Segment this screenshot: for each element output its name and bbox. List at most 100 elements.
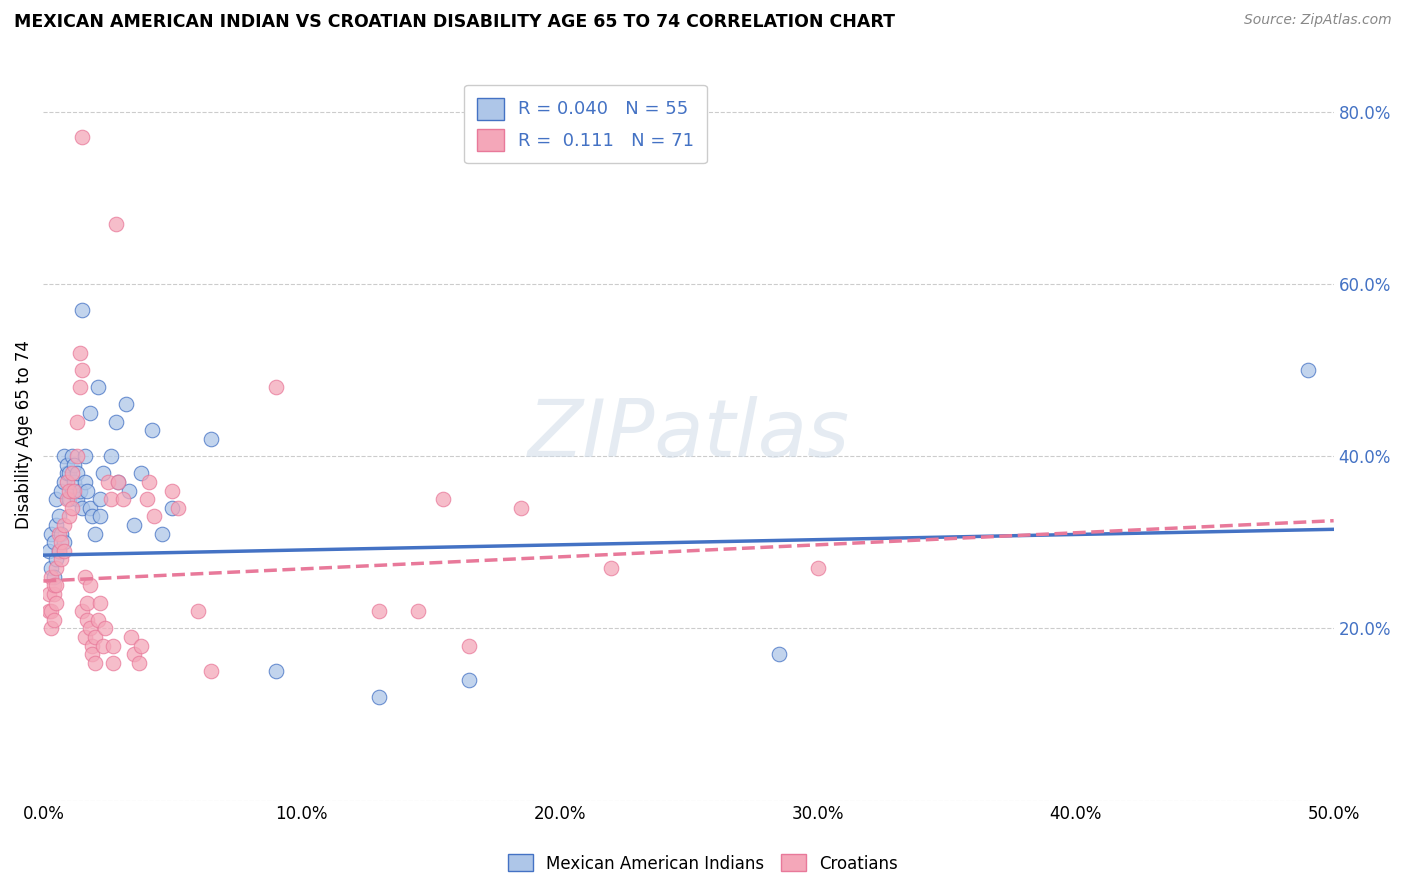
Point <box>458 639 481 653</box>
Point <box>63 458 86 472</box>
Point <box>120 630 142 644</box>
Point <box>138 475 160 489</box>
Point <box>55 475 77 489</box>
Point <box>48 509 70 524</box>
Point <box>112 492 135 507</box>
Point <box>39 570 62 584</box>
Point <box>166 500 188 515</box>
Point <box>131 639 153 653</box>
Point <box>45 518 67 533</box>
Point <box>200 432 222 446</box>
Point <box>48 544 70 558</box>
Point <box>51 483 73 498</box>
Point <box>115 397 138 411</box>
Point <box>73 449 96 463</box>
Point <box>66 492 89 507</box>
Point <box>79 406 101 420</box>
Legend: Mexican American Indians, Croatians: Mexican American Indians, Croatians <box>501 847 905 880</box>
Point <box>58 509 80 524</box>
Point <box>55 492 77 507</box>
Text: MEXICAN AMERICAN INDIAN VS CROATIAN DISABILITY AGE 65 TO 74 CORRELATION CHART: MEXICAN AMERICAN INDIAN VS CROATIAN DISA… <box>14 13 896 31</box>
Point <box>45 552 67 566</box>
Point <box>45 492 67 507</box>
Point <box>66 415 89 429</box>
Point <box>51 526 73 541</box>
Point <box>89 509 111 524</box>
Point <box>82 639 104 653</box>
Point <box>53 535 76 549</box>
Point <box>51 535 73 549</box>
Point <box>84 656 107 670</box>
Point <box>76 483 98 498</box>
Point <box>86 613 108 627</box>
Point <box>60 483 83 498</box>
Point <box>73 630 96 644</box>
Point <box>264 380 287 394</box>
Point <box>70 363 93 377</box>
Point <box>76 595 98 609</box>
Point <box>39 621 62 635</box>
Point <box>42 570 65 584</box>
Point <box>89 492 111 507</box>
Point <box>42 535 65 549</box>
Point <box>66 467 89 481</box>
Point <box>70 500 93 515</box>
Point <box>150 526 173 541</box>
Point <box>128 656 150 670</box>
Point <box>53 449 76 463</box>
Point <box>39 604 62 618</box>
Point <box>264 665 287 679</box>
Point <box>69 380 91 394</box>
Point <box>58 483 80 498</box>
Point <box>509 500 531 515</box>
Point <box>70 130 93 145</box>
Point <box>53 475 76 489</box>
Point <box>70 604 93 618</box>
Y-axis label: Disability Age 65 to 74: Disability Age 65 to 74 <box>15 340 32 529</box>
Point <box>104 217 127 231</box>
Point <box>200 665 222 679</box>
Point <box>135 492 157 507</box>
Point <box>73 570 96 584</box>
Point <box>91 639 114 653</box>
Point <box>76 613 98 627</box>
Point <box>63 483 86 498</box>
Point <box>1296 363 1319 377</box>
Point <box>768 647 790 661</box>
Point <box>73 475 96 489</box>
Point <box>53 518 76 533</box>
Point <box>42 578 65 592</box>
Legend: R = 0.040   N = 55, R =  0.111   N = 71: R = 0.040 N = 55, R = 0.111 N = 71 <box>464 85 707 163</box>
Point <box>79 500 101 515</box>
Point <box>60 449 83 463</box>
Point <box>66 449 89 463</box>
Point <box>39 561 62 575</box>
Point <box>162 483 184 498</box>
Point <box>84 526 107 541</box>
Point <box>367 604 389 618</box>
Point <box>48 526 70 541</box>
Point <box>432 492 454 507</box>
Text: Source: ZipAtlas.com: Source: ZipAtlas.com <box>1244 13 1392 28</box>
Point <box>458 673 481 687</box>
Point <box>162 500 184 515</box>
Point <box>60 500 83 515</box>
Point <box>48 544 70 558</box>
Point <box>82 509 104 524</box>
Point <box>806 561 828 575</box>
Point <box>82 647 104 661</box>
Point <box>94 621 117 635</box>
Point <box>38 544 60 558</box>
Point <box>60 467 83 481</box>
Point <box>100 449 122 463</box>
Text: ZIPatlas: ZIPatlas <box>527 395 849 474</box>
Point <box>55 467 77 481</box>
Point <box>101 656 124 670</box>
Point <box>600 561 623 575</box>
Point <box>143 509 166 524</box>
Point <box>141 423 163 437</box>
Point <box>58 492 80 507</box>
Point <box>69 483 91 498</box>
Point <box>38 604 60 618</box>
Point <box>84 630 107 644</box>
